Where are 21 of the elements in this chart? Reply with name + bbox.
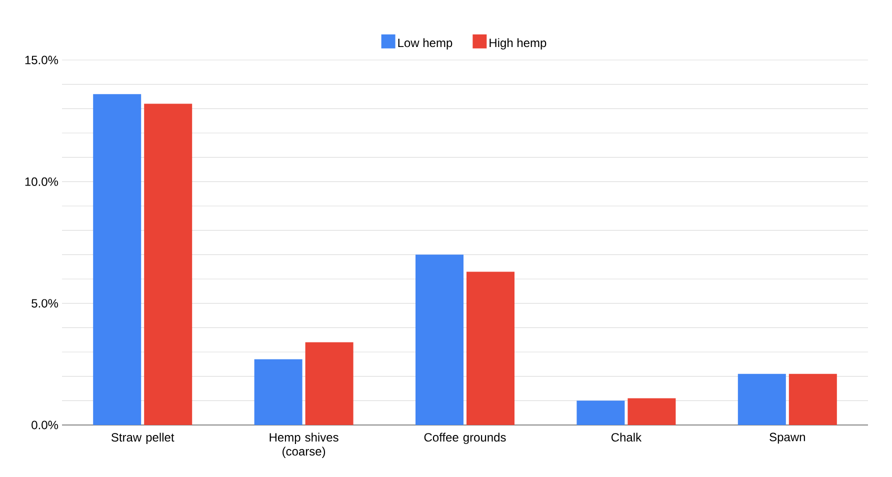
y-tick-label: 15.0% (25, 56, 58, 64)
bar (788, 374, 837, 425)
x-tick-label: Coffee grounds (424, 432, 506, 444)
x-tick-label: Spawn (770, 432, 805, 444)
bar (628, 398, 676, 425)
bar (93, 94, 142, 425)
y-tick-label: 5.0% (32, 299, 58, 308)
y-tick-label: 10.0% (25, 177, 58, 186)
bar (576, 400, 625, 425)
legend-label: High hemp (490, 38, 546, 50)
x-tick-label: Chalk (611, 432, 642, 442)
x-tick-label: Hemp shives (coarse) (270, 432, 338, 458)
bar (738, 374, 786, 425)
x-tick-label: Straw pellet (111, 432, 174, 444)
bar (144, 104, 192, 425)
bar (416, 254, 464, 425)
bar (466, 272, 515, 425)
y-tick-label: 0.0% (32, 420, 58, 430)
bar (254, 359, 302, 425)
legend-label: Low hemp (398, 38, 452, 50)
bar (305, 342, 354, 425)
